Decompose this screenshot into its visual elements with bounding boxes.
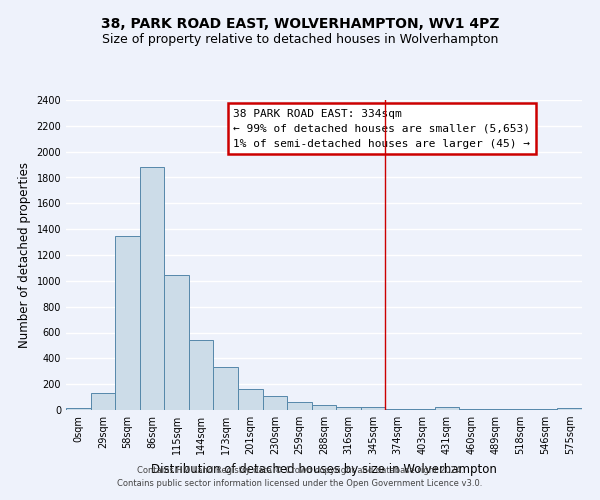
Bar: [91, 393, 115, 410]
Bar: [238, 388, 263, 410]
Text: Size of property relative to detached houses in Wolverhampton: Size of property relative to detached ho…: [102, 32, 498, 46]
Bar: [312, 406, 336, 410]
Text: 38 PARK ROAD EAST: 334sqm
← 99% of detached houses are smaller (5,653)
1% of sem: 38 PARK ROAD EAST: 334sqm ← 99% of detac…: [233, 109, 530, 148]
Text: 38, PARK ROAD EAST, WOLVERHAMPTON, WV1 4PZ: 38, PARK ROAD EAST, WOLVERHAMPTON, WV1 4…: [101, 18, 499, 32]
Y-axis label: Number of detached properties: Number of detached properties: [18, 162, 31, 348]
Bar: [434, 407, 459, 410]
Bar: [385, 408, 410, 410]
Bar: [557, 408, 582, 410]
Bar: [140, 167, 164, 410]
Bar: [164, 275, 189, 410]
Bar: [361, 408, 385, 410]
X-axis label: Distribution of detached houses by size in Wolverhampton: Distribution of detached houses by size …: [151, 462, 497, 475]
Bar: [263, 396, 287, 410]
Bar: [287, 402, 312, 410]
Bar: [189, 340, 214, 410]
Bar: [115, 236, 140, 410]
Bar: [336, 407, 361, 410]
Bar: [66, 408, 91, 410]
Bar: [214, 366, 238, 410]
Text: Contains HM Land Registry data © Crown copyright and database right 2024.
Contai: Contains HM Land Registry data © Crown c…: [118, 466, 482, 487]
Bar: [410, 408, 434, 410]
